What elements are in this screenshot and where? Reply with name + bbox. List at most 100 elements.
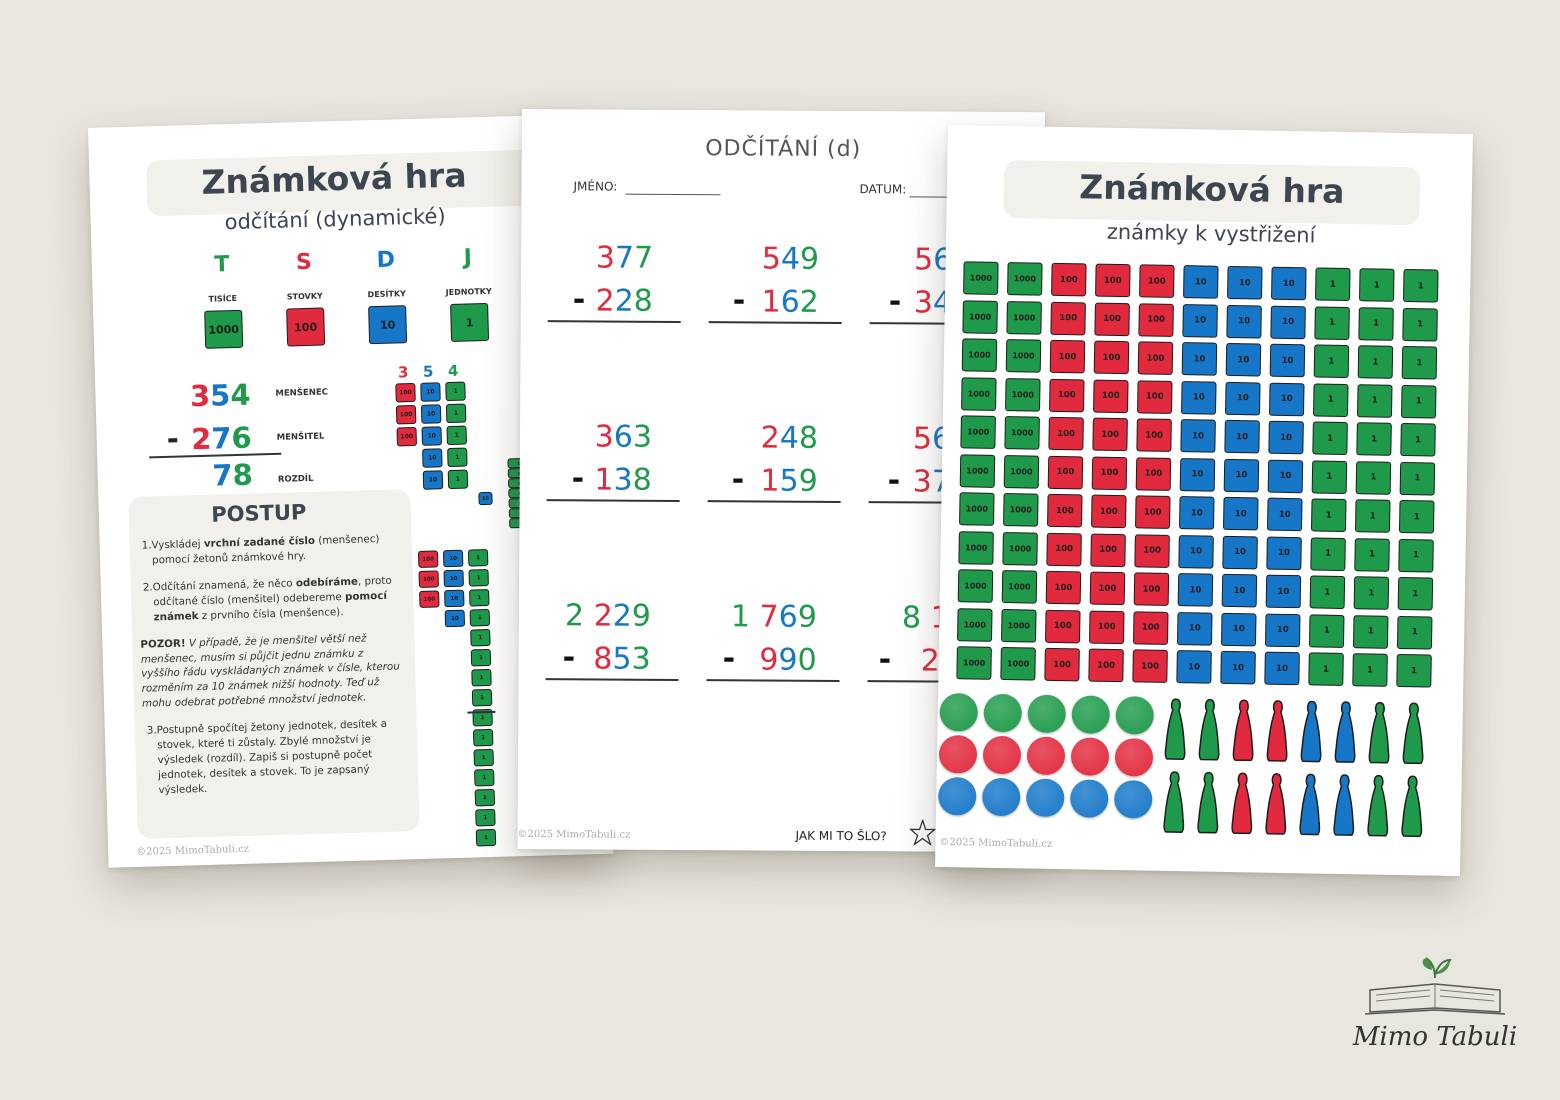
pawn-shape (1265, 773, 1287, 835)
stamp-tile: 1000 (1004, 416, 1040, 450)
stamp-tile: 1 (473, 748, 494, 767)
answer-line (547, 320, 681, 323)
stamp-tile: 1000 (1003, 454, 1040, 489)
footer: ©2025 MimoTabuli.cz (517, 828, 631, 841)
stamp-tile: 100 (1136, 418, 1172, 452)
stamp-tile: 10 (1269, 343, 1306, 378)
stamp-tile: 10 (1176, 650, 1212, 684)
place-letter: S (295, 249, 313, 276)
pawn (1402, 702, 1424, 765)
stamp-tile: 1 (445, 403, 467, 424)
pawn (1232, 699, 1254, 762)
stamp-tile: 100 (1132, 610, 1169, 645)
stamp-tile: 100 (1093, 340, 1130, 375)
token (981, 777, 1021, 817)
pawn-shape (1198, 698, 1220, 761)
stamp-tile: 1000 (961, 376, 997, 411)
stamp-tile: 1 (1400, 422, 1436, 457)
example-label: MENŠITEL (276, 431, 325, 443)
step-text: odebíráme (295, 575, 359, 590)
stamp-tile: 1000 (204, 309, 244, 349)
problem-bottom: 159 (760, 463, 818, 499)
stamp-tile: 10 (1224, 381, 1261, 415)
pawn (1300, 700, 1322, 763)
stamp-tile: 10 (368, 305, 408, 345)
stamp-tile: 1000 (963, 261, 999, 295)
name-line (625, 193, 721, 196)
logo: Mimo Tabuli (1340, 950, 1530, 1060)
stamp-tile: 100 (1045, 570, 1082, 605)
stamp-tile: 10 (1222, 496, 1259, 531)
stamp-tile: 1 (467, 548, 489, 567)
stamp-tile: 10 (420, 382, 441, 402)
stamp-tile: 1 (1308, 613, 1345, 648)
pawn-shape (1401, 775, 1423, 838)
stamp-tile: 1 (447, 469, 469, 490)
pawn (1163, 771, 1185, 833)
stamp-tile: 10 (1266, 497, 1303, 532)
diagram-digit: 3 (397, 363, 409, 382)
example-label: MENŠENEC (275, 387, 329, 399)
stamp-tile: 1 (472, 728, 494, 747)
stamp-tile: 1 (1311, 459, 1348, 494)
stamp-tile: 10 (1265, 574, 1302, 609)
pawn-shape (1231, 772, 1253, 835)
stamp-tile: 100 (1088, 648, 1124, 683)
stamp-tile: 1 (469, 608, 491, 627)
stamp-tile: 1 (1402, 307, 1438, 342)
procedure-step: 1.Vyskládej vrchní zadané číslo (menšene… (137, 531, 400, 568)
stamp-tile: 10 (1225, 342, 1262, 377)
operator: - (572, 282, 586, 318)
stamp-tile: 10 (444, 609, 466, 628)
stamp-tile: 100 (1051, 262, 1087, 297)
procedure-step: 3.Postupně spočítej žetony jednotek, des… (143, 717, 407, 799)
stamp-tile: 10 (1268, 382, 1305, 416)
place-name: TISÍCE (208, 293, 238, 304)
step-number: 3. (146, 724, 157, 737)
stamp-tile: 1000 (1000, 647, 1036, 681)
pawn-shape (1299, 773, 1321, 836)
stamp-tile: 10 (1267, 459, 1304, 493)
stamp-tile: 10 (421, 426, 442, 446)
stamp-tile: 10 (1224, 419, 1260, 454)
problem-top: 1 769 (730, 599, 818, 635)
stamp-tile: 1000 (1005, 339, 1042, 373)
stamp-tile: 10 (1220, 612, 1257, 646)
token (1025, 778, 1065, 818)
stamp-tile: 10 (1222, 535, 1258, 569)
stamp-tile: 1 (474, 768, 495, 787)
place-name: DESÍTKY (367, 289, 407, 300)
stamp-tile: 1 (1353, 576, 1390, 610)
stamp-tile: 100 (1091, 456, 1128, 490)
stamp-tile: 100 (1095, 263, 1131, 298)
stamp-tile: 1 (471, 668, 492, 687)
stamp-tile: 1000 (1002, 531, 1038, 566)
stamp-tile: 1 (471, 688, 493, 707)
stamp-tile: 10 (1181, 342, 1218, 376)
problem-bottom: 162 (761, 284, 819, 320)
title: Známková hra (1079, 167, 1345, 211)
stamp-tile: 1 (1357, 345, 1394, 379)
procedure-step: 2.Odčítání znamená, že něco odebíráme, p… (139, 573, 402, 625)
stamp-tile: 10 (422, 448, 443, 468)
stamp-tile: 1 (1397, 576, 1434, 611)
token (1026, 736, 1066, 776)
stamp-tile: 1 (1354, 499, 1391, 533)
stamp-tile: 100 (1138, 302, 1174, 337)
token (983, 693, 1023, 733)
answer-line (707, 500, 841, 503)
stamp-tile: 1000 (959, 492, 995, 526)
stamp-tile: 1 (1354, 537, 1390, 572)
stamp-tile: 100 (1088, 610, 1125, 644)
stamp-tile: 10 (1271, 266, 1307, 301)
pawn (1367, 774, 1389, 837)
stamp-tile: 1 (469, 588, 490, 607)
date-label: DATUM: (859, 182, 907, 197)
stamp-tile: 10 (443, 569, 464, 588)
place-letter: T (214, 252, 230, 278)
operator: - (731, 462, 745, 498)
stamp-tile: 1000 (957, 607, 993, 642)
stamp-tile: 1 (475, 808, 496, 827)
stamp-tile: 100 (1049, 339, 1086, 374)
